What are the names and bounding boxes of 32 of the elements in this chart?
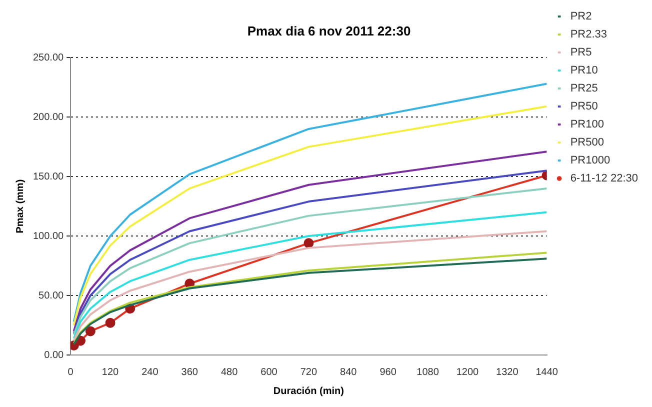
- legend-label: PR2.33: [570, 28, 608, 41]
- y-tick-label: 250.00: [32, 52, 64, 64]
- legend-label: PR10: [570, 64, 598, 77]
- y-tick-label: 0.00: [44, 350, 64, 361]
- y-tick-label: 200.00: [32, 112, 64, 123]
- legend-label: PR100: [570, 118, 604, 131]
- chart-title: Pmax dia 6 nov 2011 22:30: [247, 23, 411, 38]
- x-tick-label: 240: [142, 366, 159, 378]
- x-tick-label: 360: [181, 366, 198, 378]
- y-axis-title: Pmax (mm): [14, 179, 26, 234]
- x-tick-label: 1080: [416, 366, 440, 378]
- legend-label: PR500: [570, 136, 604, 149]
- x-tick-label: 960: [380, 366, 397, 378]
- y-tick-label: 50.00: [38, 290, 64, 302]
- legend-label: PR2: [570, 10, 592, 23]
- x-tick-label: 480: [220, 366, 238, 378]
- legend-label: 6-11-12 22:30: [570, 172, 638, 185]
- legend-label: PR50: [570, 100, 598, 113]
- x-tick-label: 1200: [456, 366, 480, 378]
- x-tick-label: 600: [260, 366, 278, 378]
- x-axis-title: Duración (min): [273, 386, 344, 397]
- x-tick-label: 840: [340, 366, 358, 378]
- y-tick-label: 150.00: [32, 171, 64, 182]
- legend-label: PR25: [570, 82, 598, 95]
- legend-label: PR5: [570, 46, 592, 59]
- x-tick-label: 720: [300, 366, 318, 378]
- x-tick-label: 120: [102, 366, 120, 378]
- legend-label: PR1000: [570, 154, 610, 167]
- x-tick-label: 1320: [496, 366, 519, 378]
- y-tick-label: 100.00: [32, 230, 64, 242]
- x-tick-label: 0: [68, 366, 74, 378]
- x-tick-label: 1440: [536, 366, 558, 378]
